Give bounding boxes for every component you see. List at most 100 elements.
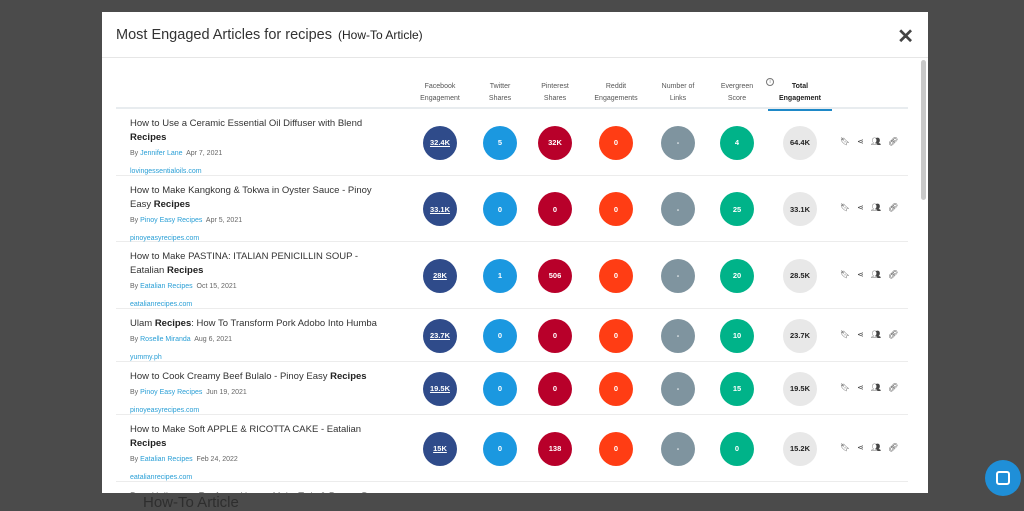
total-engagement-badge: 23.7K xyxy=(783,318,817,353)
evergreen-score-badge: 25 xyxy=(720,192,754,226)
domain-link[interactable]: lovingessentialoils.com xyxy=(130,168,202,175)
total-engagement-badge: 28.5K xyxy=(783,258,817,293)
domain-link[interactable]: eatalianrecipes.com xyxy=(130,301,193,308)
article-title[interactable]: How to Make Soft APPLE & RICOTTA CAKE - … xyxy=(130,424,362,449)
article-meta: By Pinoy Easy Recipes Jun 19, 2021 xyxy=(130,389,247,396)
domain-link[interactable]: pinoyeasyrecipes.com xyxy=(130,235,200,242)
table-row: How to Make Kangkong & Tokwa in Oyster S… xyxy=(116,176,908,242)
chat-launcher-button[interactable] xyxy=(985,460,1021,496)
share-icon[interactable]: ⋖ xyxy=(857,136,864,146)
facebook-engagement-badge[interactable]: 15K xyxy=(423,431,457,466)
header-line2: Score xyxy=(727,95,747,102)
scrollbar[interactable] xyxy=(921,60,926,200)
evergreen-score-badge: 20 xyxy=(720,258,754,293)
table-row: How to Make PASTINA: ITALIAN PENICILLIN … xyxy=(116,242,908,309)
article-title[interactable]: Best Halloween Recipes: How to Make Twix… xyxy=(130,490,390,493)
background-heading: How-To Article xyxy=(143,494,239,511)
header-line2: Engagements xyxy=(594,95,638,102)
article-title[interactable]: How to Make Kangkong & Tokwa in Oyster S… xyxy=(130,185,372,210)
facebook-engagement-badge[interactable]: 19.5K xyxy=(423,371,457,406)
influencers-icon[interactable]: 👥︎ xyxy=(870,269,882,279)
column-header-facebook[interactable]: Facebook Engagement xyxy=(410,81,470,105)
influencers-icon[interactable]: 👥︎ xyxy=(870,442,882,452)
author-link[interactable]: Pinoy Easy Recipes xyxy=(140,217,203,224)
article-cell: How to Make PASTINA: ITALIAN PENICILLIN … xyxy=(130,250,390,312)
link-icon[interactable]: 🔗︎ xyxy=(888,442,899,452)
publish-date: Jun 19, 2021 xyxy=(206,389,247,396)
table-header: Facebook Engagement Twitter Shares Pinterest… xyxy=(116,78,908,111)
author-link[interactable]: Jennifer Lane xyxy=(140,150,183,157)
total-engagement-badge: 15.2K xyxy=(783,431,817,466)
row-actions: 🔖︎ ⋖ 👥︎ 🔗︎ xyxy=(840,137,898,146)
column-header-evergreen[interactable]: Evergreen Score xyxy=(707,81,767,105)
influencers-icon[interactable]: 👥︎ xyxy=(870,136,882,146)
author-link[interactable]: Eatalian Recipes xyxy=(140,283,193,290)
column-header-reddit[interactable]: Reddit Engagements xyxy=(586,81,646,105)
bookmark-icon[interactable]: 🔖︎ xyxy=(840,382,851,392)
facebook-engagement-badge[interactable]: 23.7K xyxy=(423,318,457,353)
bookmark-icon[interactable]: 🔖︎ xyxy=(840,203,851,212)
publish-date: Aug 6, 2021 xyxy=(194,336,232,343)
influencers-icon[interactable]: 👥︎ xyxy=(870,329,882,339)
header-line1: Twitter xyxy=(489,83,511,90)
reddit-engagements-badge: 0 xyxy=(599,258,633,293)
link-icon[interactable]: 🔗︎ xyxy=(888,203,899,212)
pinterest-shares-badge: 138 xyxy=(538,431,572,466)
article-title[interactable]: Ulam Recipes: How To Transform Pork Adob… xyxy=(130,318,377,329)
pinterest-shares-badge: 0 xyxy=(538,192,572,226)
link-icon[interactable]: 🔗︎ xyxy=(888,329,899,339)
influencers-icon[interactable]: 👥︎ xyxy=(870,382,882,392)
facebook-engagement-badge[interactable]: 33.1K xyxy=(423,192,457,226)
twitter-shares-badge: 0 xyxy=(483,431,517,466)
share-icon[interactable]: ⋖ xyxy=(857,203,864,212)
share-icon[interactable]: ⋖ xyxy=(857,269,864,279)
evergreen-score-badge: 4 xyxy=(720,125,754,160)
pinterest-shares-badge: 32K xyxy=(538,125,572,160)
number-of-links-badge: - xyxy=(661,125,695,160)
header-line2: Links xyxy=(669,95,687,102)
article-title[interactable]: How to Use a Ceramic Essential Oil Diffu… xyxy=(130,118,363,143)
table-row: Ulam Recipes: How To Transform Pork Adob… xyxy=(116,309,908,362)
share-icon[interactable]: ⋖ xyxy=(857,442,864,452)
author-link[interactable]: Roselle Miranda xyxy=(140,336,191,343)
article-cell: How to Make Kangkong & Tokwa in Oyster S… xyxy=(130,184,390,246)
bookmark-icon[interactable]: 🔖︎ xyxy=(840,329,851,339)
author-link[interactable]: Pinoy Easy Recipes xyxy=(140,389,203,396)
modal-title: Most Engaged Articles for recipes (How-To… xyxy=(116,27,423,43)
pinterest-shares-badge: 0 xyxy=(538,371,572,406)
domain-link[interactable]: yummy.ph xyxy=(130,354,162,361)
column-header-number-of[interactable]: Number of Links xyxy=(648,81,708,105)
facebook-engagement-badge[interactable]: 28K xyxy=(423,258,457,293)
bookmark-icon[interactable]: 🔖︎ xyxy=(840,136,851,146)
share-icon[interactable]: ⋖ xyxy=(857,329,864,339)
article-title[interactable]: How to Cook Creamy Beef Bulalo - Pinoy E… xyxy=(130,371,367,382)
bookmark-icon[interactable]: 🔖︎ xyxy=(840,442,851,452)
influencers-icon[interactable]: 👥︎ xyxy=(870,203,882,212)
share-icon[interactable]: ⋖ xyxy=(857,382,864,392)
info-icon[interactable]: i xyxy=(766,78,774,86)
column-header-pinterest[interactable]: Pinterest Shares xyxy=(525,81,585,105)
evergreen-score-badge: 15 xyxy=(720,371,754,406)
twitter-shares-badge: 5 xyxy=(483,125,517,160)
column-header-total[interactable]: Total Engagement xyxy=(768,81,832,111)
bookmark-icon[interactable]: 🔖︎ xyxy=(840,269,851,279)
title-subtitle: (How-To Article) xyxy=(338,28,423,42)
link-icon[interactable]: 🔗︎ xyxy=(888,269,899,279)
column-header-twitter[interactable]: Twitter Shares xyxy=(470,81,530,105)
link-icon[interactable]: 🔗︎ xyxy=(888,136,899,146)
close-icon[interactable]: ✕ xyxy=(897,26,914,48)
article-title[interactable]: How to Make PASTINA: ITALIAN PENICILLIN … xyxy=(130,251,359,276)
reddit-engagements-badge: 0 xyxy=(599,318,633,353)
twitter-shares-badge: 1 xyxy=(483,258,517,293)
domain-link[interactable]: eatalianrecipes.com xyxy=(130,474,193,481)
number-of-links-badge: - xyxy=(661,258,695,293)
reddit-engagements-badge: 0 xyxy=(599,371,633,406)
pinterest-shares-badge: 0 xyxy=(538,318,572,353)
link-icon[interactable]: 🔗︎ xyxy=(888,382,899,392)
facebook-engagement-badge[interactable]: 32.4K xyxy=(423,125,457,160)
author-link[interactable]: Eatalian Recipes xyxy=(140,456,193,463)
domain-link[interactable]: pinoyeasyrecipes.com xyxy=(130,407,200,414)
header-line1: Total xyxy=(791,83,809,90)
row-actions: 🔖︎ ⋖ 👥︎ 🔗︎ xyxy=(840,383,898,392)
header-line1: Reddit xyxy=(605,83,627,90)
